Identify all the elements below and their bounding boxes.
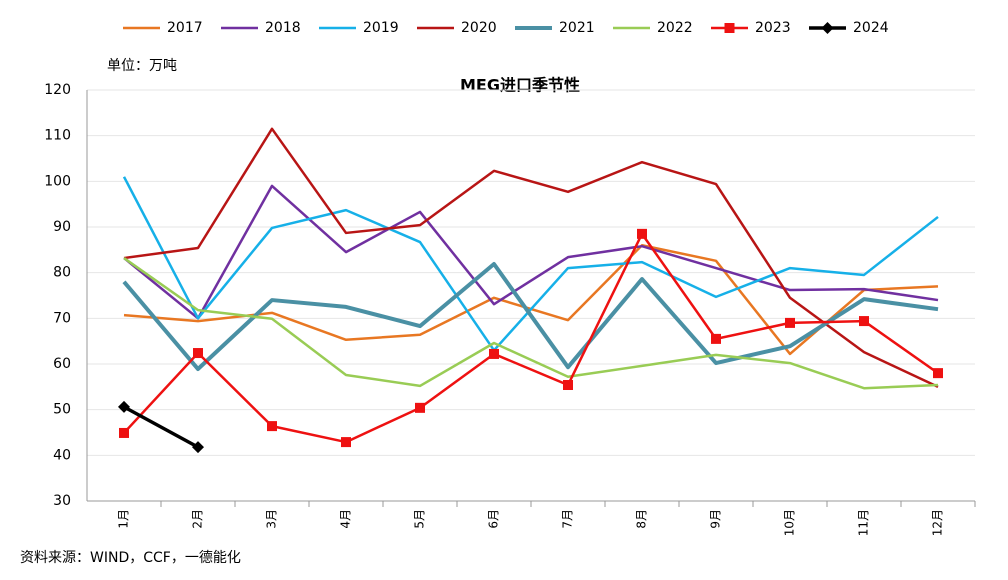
marker <box>193 348 203 359</box>
unit-label: 单位：万吨 <box>107 58 177 74</box>
legend-label: 2017 <box>167 20 203 36</box>
marker <box>489 348 499 359</box>
series-line <box>123 232 939 444</box>
y-tick-label: 110 <box>44 128 71 144</box>
legend-label: 2019 <box>363 20 399 36</box>
x-tick-label: 11月 <box>857 509 871 536</box>
marker <box>192 441 204 454</box>
series-line <box>123 244 939 356</box>
marker <box>859 316 869 327</box>
y-tick-label: 50 <box>53 402 71 418</box>
marker <box>933 368 943 379</box>
marker <box>415 402 425 413</box>
legend-label: 2022 <box>657 20 693 36</box>
series-line <box>123 405 199 449</box>
y-tick-label: 30 <box>53 493 71 509</box>
x-tick-label: 4月 <box>339 509 353 529</box>
series-line <box>123 184 939 320</box>
marker <box>119 427 129 438</box>
x-tick-label: 8月 <box>635 509 649 529</box>
marker <box>821 22 834 34</box>
x-tick-label: 9月 <box>709 509 723 529</box>
y-tick-label: 60 <box>53 356 71 372</box>
chart-title: MEG进口季节性 <box>460 76 580 95</box>
y-tick-label: 80 <box>53 265 71 281</box>
source: 资料来源：WIND，CCF，一德能化 <box>20 550 241 566</box>
legend-label: 2020 <box>461 20 497 36</box>
y-tick-label: 100 <box>44 173 71 189</box>
series-line <box>123 257 939 390</box>
marker <box>637 228 647 239</box>
marker <box>563 380 573 391</box>
series-line <box>123 127 939 388</box>
legend-label: 2024 <box>853 20 889 36</box>
x-tick-label: 12月 <box>931 509 945 536</box>
marker <box>785 317 795 328</box>
y-tick-label: 70 <box>53 310 71 326</box>
series-line <box>122 176 939 352</box>
marker <box>118 400 130 413</box>
x-tick-label: 5月 <box>413 509 427 529</box>
legend-label: 2018 <box>265 20 301 36</box>
y-tick-label: 90 <box>53 219 71 235</box>
series-line <box>122 261 939 372</box>
marker <box>341 437 351 448</box>
marker <box>267 421 277 432</box>
y-tick-label: 40 <box>53 447 71 463</box>
x-tick-label: 10月 <box>783 509 797 536</box>
legend-label: 2023 <box>755 20 791 36</box>
x-tick-label: 2月 <box>191 509 205 529</box>
marker <box>724 23 735 33</box>
x-tick-label: 3月 <box>265 509 279 529</box>
legend-label: 2021 <box>559 20 595 36</box>
marker <box>711 333 721 344</box>
x-tick-label: 7月 <box>561 509 575 529</box>
y-tick-label: 120 <box>44 82 71 98</box>
x-tick-label: 1月 <box>117 509 131 529</box>
x-tick-label: 6月 <box>487 509 501 529</box>
